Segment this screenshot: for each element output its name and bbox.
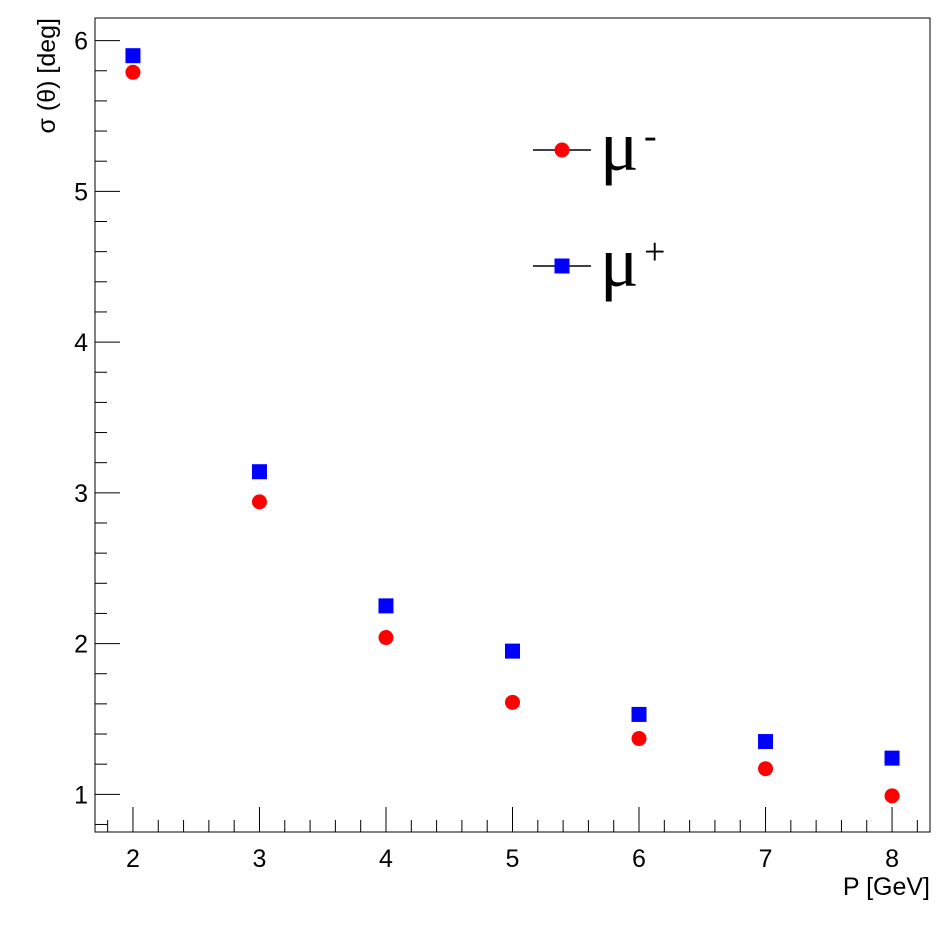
point-mu-plus	[378, 598, 394, 614]
y-tick-label: 3	[74, 480, 88, 508]
y-tick-label: 4	[74, 329, 88, 357]
point-mu-minus	[631, 731, 647, 747]
x-tick-label: 8	[885, 845, 899, 873]
x-axis-label: P [GeV]	[843, 873, 930, 901]
legend-marker-square	[554, 258, 570, 274]
legend-label-superscript: -	[644, 115, 657, 157]
point-mu-plus	[631, 706, 647, 722]
point-mu-minus	[378, 630, 394, 646]
y-tick-label: 5	[74, 178, 88, 206]
y-tick-label: 6	[74, 28, 88, 56]
x-tick-label: 2	[126, 845, 140, 873]
point-mu-plus	[125, 48, 141, 64]
axes: 2 3 4 5 6 7 8 1 2 3 4 5 6	[74, 28, 918, 873]
point-mu-minus	[251, 494, 267, 510]
point-mu-plus	[505, 643, 520, 659]
point-mu-minus	[505, 694, 520, 710]
legend: μ -μ +	[533, 106, 665, 302]
data-markers	[125, 48, 900, 804]
point-mu-plus	[884, 750, 900, 766]
legend-label: μ	[600, 106, 639, 186]
point-mu-minus	[758, 761, 774, 777]
plot-frame	[94, 17, 931, 833]
x-tick-label: 7	[759, 845, 773, 873]
x-tick-label: 5	[506, 845, 520, 873]
y-tick-label: 2	[74, 631, 88, 659]
legend-label-superscript: +	[644, 231, 665, 273]
x-tick-label: 4	[379, 845, 393, 873]
x-tick-label: 3	[253, 845, 267, 873]
point-mu-plus	[758, 734, 774, 750]
y-tick-label: 1	[74, 781, 88, 809]
point-mu-minus	[884, 788, 900, 804]
legend-label: μ	[600, 222, 639, 302]
legend-marker-circle	[554, 142, 570, 158]
point-mu-plus	[251, 464, 267, 480]
y-axis-label: σ (θ) [deg]	[33, 18, 61, 133]
x-tick-label: 6	[632, 845, 646, 873]
point-mu-minus	[125, 64, 141, 80]
